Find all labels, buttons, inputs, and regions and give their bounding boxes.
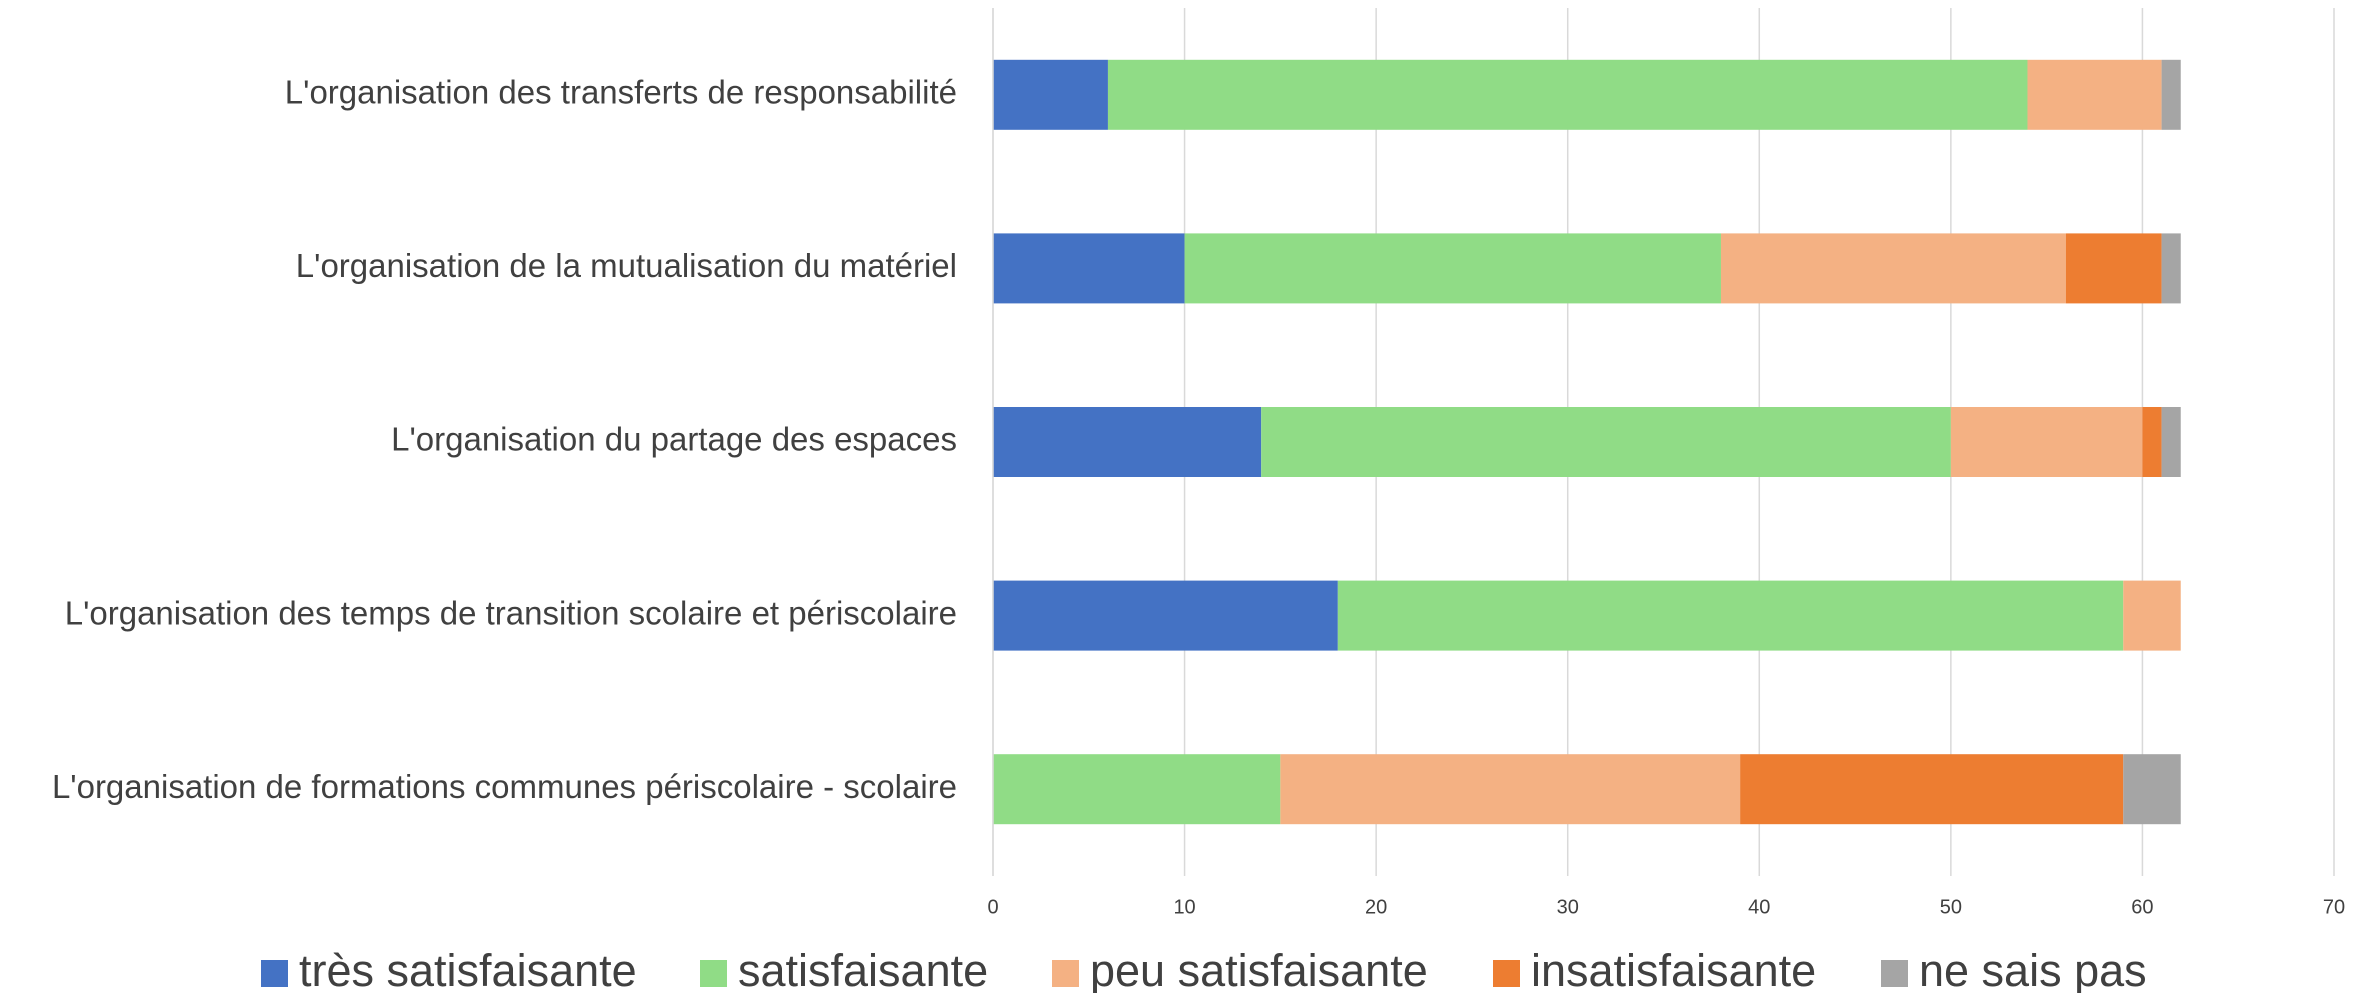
x-tick-label: 60 [2131, 896, 2153, 918]
legend-swatch [261, 960, 288, 987]
bar-segment [993, 233, 1185, 304]
bar-segment [1950, 407, 2143, 477]
x-tick-label: 10 [1173, 896, 1195, 918]
bar-segment [2027, 59, 2162, 130]
bar-segment [2123, 580, 2181, 651]
bar-segment [993, 754, 1281, 825]
bar-segment [993, 580, 1338, 651]
x-tick-label: 40 [1748, 896, 1770, 918]
x-tick-label: 20 [1365, 896, 1387, 918]
legend-swatch [1052, 960, 1079, 987]
bar-segment [1261, 407, 1951, 477]
legend-swatch [700, 960, 727, 987]
bar-segment [2123, 754, 2181, 825]
x-tick-label: 70 [2323, 896, 2345, 918]
legend-swatch [1493, 960, 1520, 987]
bar-segment [993, 407, 1262, 477]
legend-label: satisfaisante [738, 945, 988, 993]
x-tick-label: 0 [987, 896, 998, 918]
bar-segment [2065, 233, 2162, 304]
bar-segment [1337, 580, 2124, 651]
y-tick-label: L'organisation des transferts de respons… [285, 74, 957, 111]
bar-segment [1720, 233, 2066, 304]
y-tick-label: L'organisation de la mutualisation du ma… [296, 247, 957, 284]
bar-segment [1107, 59, 2028, 130]
bar-segment [2161, 59, 2181, 130]
bar-segment [2161, 233, 2181, 304]
bar-segment [1184, 233, 1721, 304]
legend-label: insatisfaisante [1531, 945, 1816, 993]
bar-segment [1280, 754, 1741, 825]
x-tick-label: 30 [1557, 896, 1579, 918]
y-tick-label: L'organisation du partage des espaces [391, 421, 957, 458]
y-tick-label: L'organisation des temps de transition s… [65, 594, 957, 631]
bar-segment [2161, 407, 2181, 477]
bar-segment [993, 59, 1108, 130]
bar-segment [2142, 407, 2162, 477]
legend-label: très satisfaisante [299, 945, 637, 993]
legend-swatch [1881, 960, 1908, 987]
legend-label: peu satisfaisante [1090, 945, 1428, 993]
legend-label: ne sais pas [1919, 945, 2147, 993]
bar-segment [1740, 754, 2124, 825]
y-tick-label: L'organisation de formations communes pé… [52, 768, 957, 805]
x-tick-label: 50 [1940, 896, 1962, 918]
